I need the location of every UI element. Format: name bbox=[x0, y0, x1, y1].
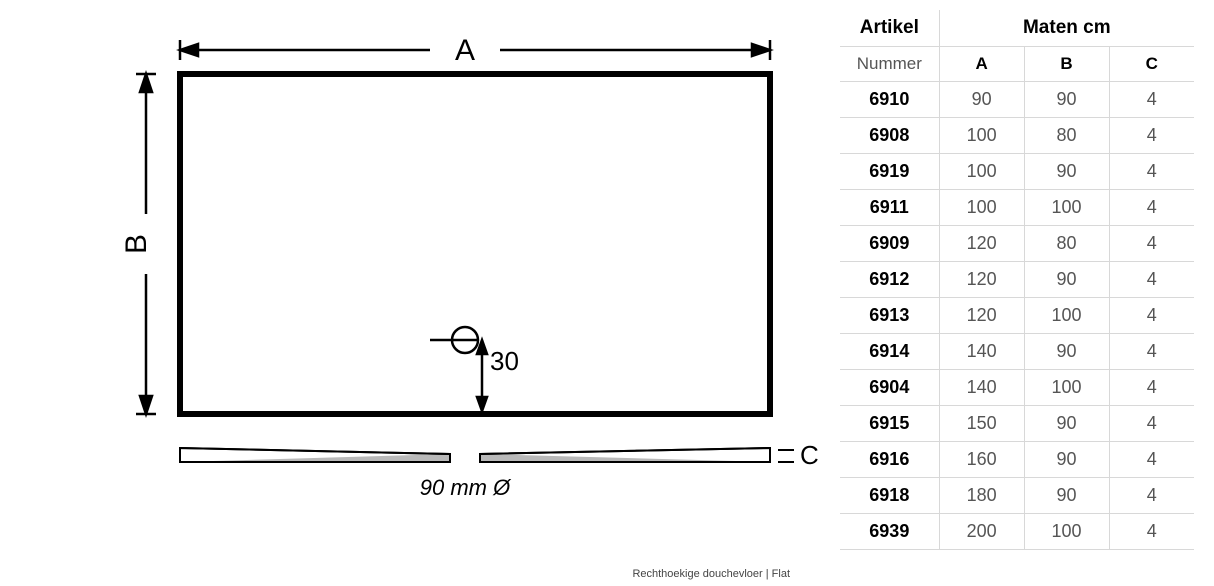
cell-a: 140 bbox=[939, 370, 1024, 406]
cell-article: 6910 bbox=[840, 82, 939, 118]
cell-article: 6939 bbox=[840, 514, 939, 550]
table-row: 6918180904 bbox=[840, 478, 1194, 514]
col-a: A bbox=[939, 47, 1024, 82]
cell-a: 120 bbox=[939, 262, 1024, 298]
drain-distance-value: 30 bbox=[490, 346, 519, 376]
drain-diameter-label: 90 mm Ø bbox=[420, 475, 512, 500]
cell-article: 6916 bbox=[840, 442, 939, 478]
cell-c: 4 bbox=[1109, 190, 1194, 226]
diagram-caption: Rechthoekige douchevloer | Flat bbox=[632, 568, 790, 580]
cell-article: 6918 bbox=[840, 478, 939, 514]
table-row: 6909120804 bbox=[840, 226, 1194, 262]
col-c: C bbox=[1109, 47, 1194, 82]
cell-article: 6915 bbox=[840, 406, 939, 442]
cell-c: 4 bbox=[1109, 370, 1194, 406]
dimensions-table: Artikel Maten cm Nummer A B C 6910909046… bbox=[840, 10, 1194, 550]
cell-article: 6904 bbox=[840, 370, 939, 406]
label-c: C bbox=[800, 440, 819, 470]
cell-b: 90 bbox=[1024, 478, 1109, 514]
table-row: 69111001004 bbox=[840, 190, 1194, 226]
cell-c: 4 bbox=[1109, 118, 1194, 154]
cell-article: 6913 bbox=[840, 298, 939, 334]
cell-a: 120 bbox=[939, 226, 1024, 262]
cell-c: 4 bbox=[1109, 478, 1194, 514]
cell-c: 4 bbox=[1109, 226, 1194, 262]
header-maten: Maten cm bbox=[939, 10, 1194, 47]
table-row: 6916160904 bbox=[840, 442, 1194, 478]
cell-c: 4 bbox=[1109, 334, 1194, 370]
cell-article: 6909 bbox=[840, 226, 939, 262]
cell-c: 4 bbox=[1109, 514, 1194, 550]
cell-a: 100 bbox=[939, 118, 1024, 154]
table-row: 6912120904 bbox=[840, 262, 1194, 298]
cell-a: 200 bbox=[939, 514, 1024, 550]
table-row: 6915150904 bbox=[840, 406, 1194, 442]
cell-a: 100 bbox=[939, 154, 1024, 190]
cell-b: 100 bbox=[1024, 190, 1109, 226]
diagram-svg: A B 30 bbox=[0, 0, 830, 586]
cell-b: 90 bbox=[1024, 406, 1109, 442]
tray-rectangle bbox=[180, 74, 770, 414]
cell-c: 4 bbox=[1109, 298, 1194, 334]
cell-b: 80 bbox=[1024, 118, 1109, 154]
subheader-nummer: Nummer bbox=[840, 47, 939, 82]
cell-c: 4 bbox=[1109, 406, 1194, 442]
table-row: 69131201004 bbox=[840, 298, 1194, 334]
technical-diagram: A B 30 bbox=[0, 0, 830, 586]
cell-b: 100 bbox=[1024, 514, 1109, 550]
cell-b: 100 bbox=[1024, 298, 1109, 334]
table-row: 6908100804 bbox=[840, 118, 1194, 154]
table-header-row: Artikel Maten cm bbox=[840, 10, 1194, 47]
table-subheader-row: Nummer A B C bbox=[840, 47, 1194, 82]
cell-a: 160 bbox=[939, 442, 1024, 478]
table-row: 6919100904 bbox=[840, 154, 1194, 190]
profile-view bbox=[180, 448, 770, 462]
label-a: A bbox=[455, 34, 475, 67]
col-b: B bbox=[1024, 47, 1109, 82]
dimensions-table-area: Artikel Maten cm Nummer A B C 6910909046… bbox=[830, 0, 1214, 586]
cell-b: 90 bbox=[1024, 154, 1109, 190]
cell-a: 140 bbox=[939, 334, 1024, 370]
cell-b: 90 bbox=[1024, 262, 1109, 298]
cell-article: 6912 bbox=[840, 262, 939, 298]
cell-c: 4 bbox=[1109, 154, 1194, 190]
dimension-c bbox=[778, 450, 794, 462]
header-article: Artikel bbox=[840, 10, 939, 47]
cell-article: 6911 bbox=[840, 190, 939, 226]
label-b: B bbox=[120, 234, 153, 254]
cell-article: 6908 bbox=[840, 118, 939, 154]
cell-b: 80 bbox=[1024, 226, 1109, 262]
cell-article: 6914 bbox=[840, 334, 939, 370]
table-row: 6914140904 bbox=[840, 334, 1194, 370]
cell-c: 4 bbox=[1109, 262, 1194, 298]
table-row: 69041401004 bbox=[840, 370, 1194, 406]
cell-b: 90 bbox=[1024, 442, 1109, 478]
cell-c: 4 bbox=[1109, 442, 1194, 478]
cell-b: 100 bbox=[1024, 370, 1109, 406]
table-row: 691090904 bbox=[840, 82, 1194, 118]
drain-distance bbox=[477, 340, 487, 411]
cell-b: 90 bbox=[1024, 82, 1109, 118]
cell-a: 120 bbox=[939, 298, 1024, 334]
table-row: 69392001004 bbox=[840, 514, 1194, 550]
cell-a: 100 bbox=[939, 190, 1024, 226]
cell-b: 90 bbox=[1024, 334, 1109, 370]
cell-article: 6919 bbox=[840, 154, 939, 190]
cell-a: 150 bbox=[939, 406, 1024, 442]
cell-c: 4 bbox=[1109, 82, 1194, 118]
cell-a: 180 bbox=[939, 478, 1024, 514]
cell-a: 90 bbox=[939, 82, 1024, 118]
